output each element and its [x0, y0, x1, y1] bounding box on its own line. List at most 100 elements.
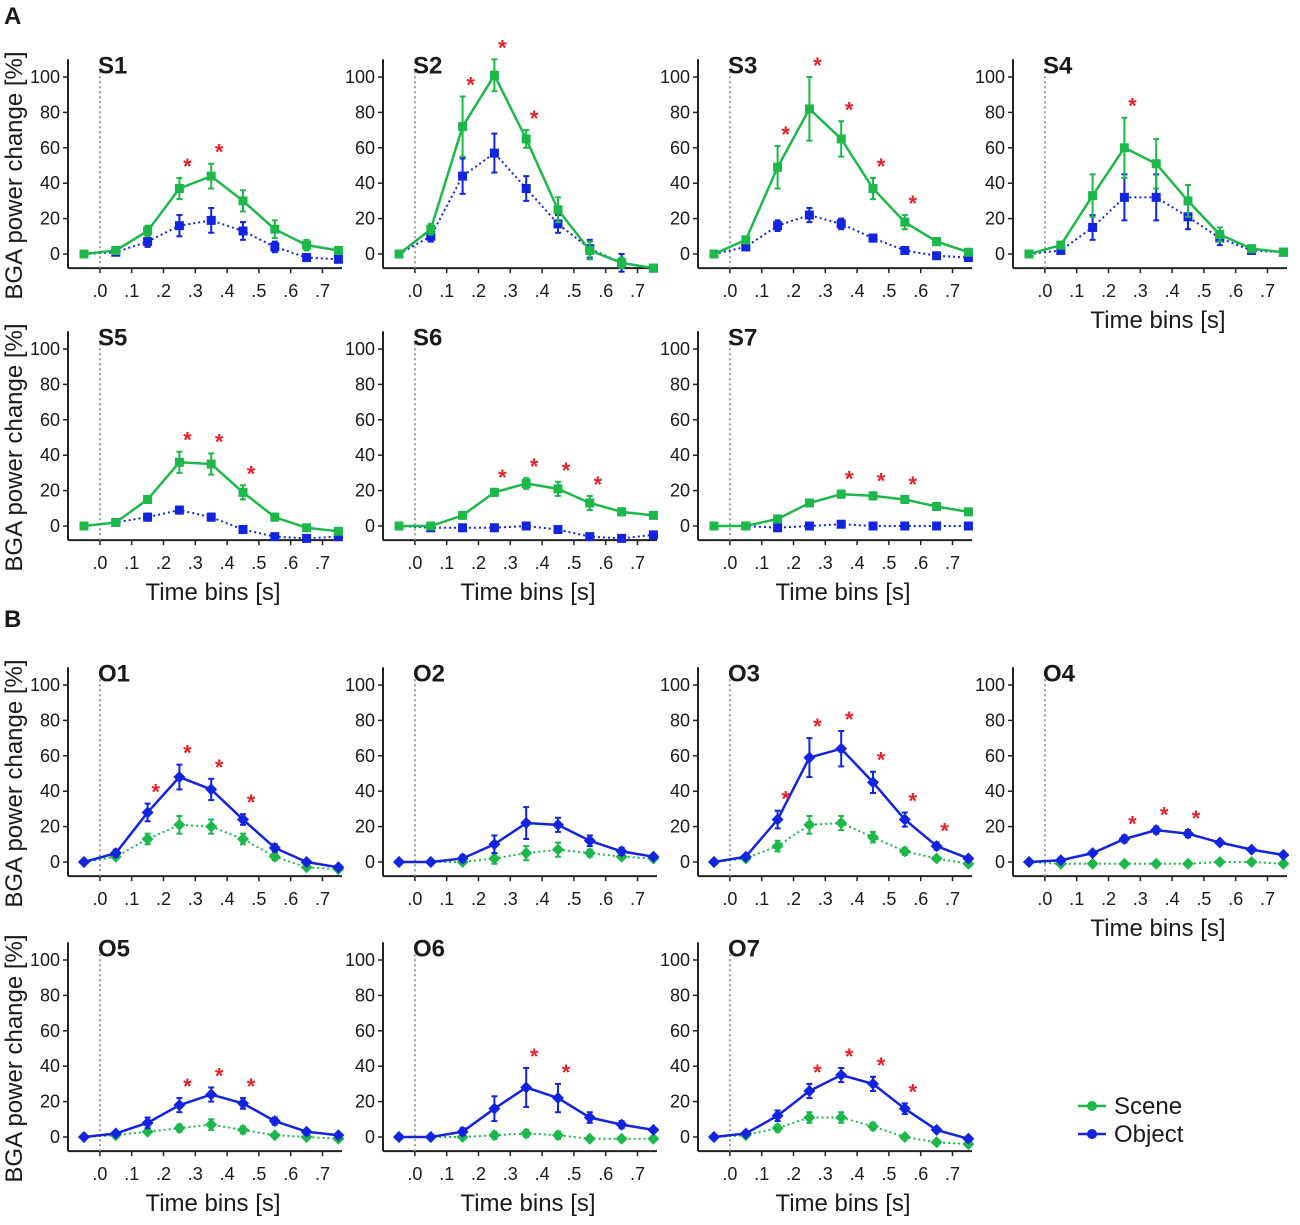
- y-tick-label: 40: [355, 1056, 375, 1076]
- significance-star: *: [530, 454, 539, 479]
- data-point: [553, 484, 563, 494]
- data-point: [617, 507, 627, 517]
- x-tick-label: .3: [503, 281, 518, 301]
- data-point: [488, 1129, 501, 1142]
- x-tick-label: .3: [818, 1164, 833, 1184]
- data-point: [206, 459, 216, 469]
- legend-scene-label: Scene: [1114, 1093, 1182, 1120]
- data-point: [237, 832, 249, 845]
- y-tick-label: 20: [355, 1092, 375, 1112]
- x-tick-label: .2: [471, 553, 486, 573]
- x-tick-label: .7: [315, 553, 330, 573]
- significance-star: *: [530, 106, 539, 131]
- panel-title: O1: [98, 660, 130, 687]
- y-tick-label: 100: [345, 675, 375, 695]
- y-tick-label: 60: [985, 746, 1005, 766]
- x-axis-title: Time bins [s]: [775, 579, 910, 606]
- x-tick-label: .0: [1037, 281, 1052, 301]
- data-point: [1213, 836, 1226, 849]
- data-point: [836, 134, 846, 144]
- y-tick-label: 0: [50, 852, 60, 872]
- data-point: [615, 845, 628, 858]
- data-point: [963, 507, 973, 517]
- y-tick-label: 20: [670, 817, 690, 837]
- x-tick-label: .2: [786, 1164, 801, 1184]
- x-tick-label: .5: [566, 889, 581, 909]
- x-tick-label: .1: [1069, 889, 1084, 909]
- x-tick-label: .1: [124, 281, 139, 301]
- data-point: [836, 519, 846, 529]
- data-point: [963, 247, 973, 257]
- x-tick-label: .3: [188, 889, 203, 909]
- significance-star: *: [247, 461, 256, 486]
- significance-star: *: [183, 428, 192, 453]
- y-tick-label: 100: [345, 339, 375, 359]
- x-tick-label: .7: [630, 281, 645, 301]
- data-point: [111, 517, 121, 527]
- x-axis-title: Time bins [s]: [460, 579, 595, 606]
- data-point: [648, 510, 658, 520]
- data-point: [1277, 857, 1290, 870]
- data-point: [109, 1127, 122, 1140]
- x-tick-label: .6: [283, 553, 298, 573]
- y-tick-label: 100: [975, 675, 1005, 695]
- x-tick-label: .4: [535, 1164, 550, 1184]
- data-point: [900, 521, 910, 531]
- data-point: [741, 521, 751, 531]
- data-point: [1150, 824, 1163, 837]
- data-point: [174, 184, 184, 194]
- x-tick-label: .4: [535, 553, 550, 573]
- panel-s2: 0 20 40 60 80 100 .0 .1 .2 .3 .4 .5 .6 .7 S2 * * *: [345, 35, 658, 301]
- panel-o1: 0 20 40 60 80 100 .0 .1 .2 .3 .4 .5 .6 .7 O1 * * * *: [30, 660, 345, 909]
- y-tick-label: 100: [660, 67, 690, 87]
- y-tick-label: 80: [40, 102, 60, 122]
- y-tick-label: 80: [355, 102, 375, 122]
- panel-title: O4: [1043, 660, 1076, 687]
- data-point: [930, 840, 943, 853]
- series-line-scene: [399, 482, 654, 528]
- data-point: [1056, 240, 1066, 250]
- y-tick-label: 40: [355, 445, 375, 465]
- data-point: [930, 1123, 943, 1136]
- x-tick-label: .4: [850, 889, 865, 909]
- data-point: [835, 1069, 848, 1082]
- data-point: [205, 783, 218, 796]
- significance-star: *: [845, 467, 854, 492]
- x-tick-label: .6: [1228, 889, 1243, 909]
- y-tick-label: 100: [30, 339, 60, 359]
- x-tick-label: .6: [913, 281, 928, 301]
- data-point: [835, 1111, 848, 1124]
- data-point: [78, 856, 90, 868]
- data-point: [585, 498, 595, 508]
- data-point: [836, 489, 846, 499]
- significance-star: *: [247, 1074, 256, 1099]
- data-point: [79, 249, 89, 259]
- x-tick-label: .7: [630, 1164, 645, 1184]
- x-axis-title: Time bins [s]: [775, 1190, 910, 1217]
- data-point: [962, 1132, 975, 1145]
- y-tick-label: 80: [355, 710, 375, 730]
- y-tick-label: 40: [40, 173, 60, 193]
- x-tick-label: .3: [1133, 889, 1148, 909]
- significance-star: *: [877, 1053, 886, 1078]
- y-tick-label: 40: [40, 1056, 60, 1076]
- data-point: [708, 856, 720, 868]
- data-point: [617, 533, 627, 543]
- data-point: [520, 817, 533, 830]
- data-point: [1119, 192, 1129, 202]
- data-point: [1151, 192, 1161, 202]
- x-tick-label: .7: [315, 889, 330, 909]
- x-tick-label: .7: [1260, 889, 1275, 909]
- y-tick-label: 40: [985, 173, 1005, 193]
- x-tick-label: .4: [220, 889, 235, 909]
- data-point: [898, 813, 911, 826]
- legend-object-marker: [1087, 1129, 1097, 1139]
- data-point: [868, 184, 878, 194]
- data-point: [773, 523, 783, 533]
- x-tick-label: .4: [850, 1164, 865, 1184]
- panel-o7: 0 20 40 60 80 100 .0 .1 .2 .3 .4 .5 .6 .7 O7 * * * * Time b…: [660, 935, 975, 1217]
- panel-title: S1: [98, 52, 127, 79]
- data-point: [804, 498, 814, 508]
- data-point: [1086, 857, 1099, 870]
